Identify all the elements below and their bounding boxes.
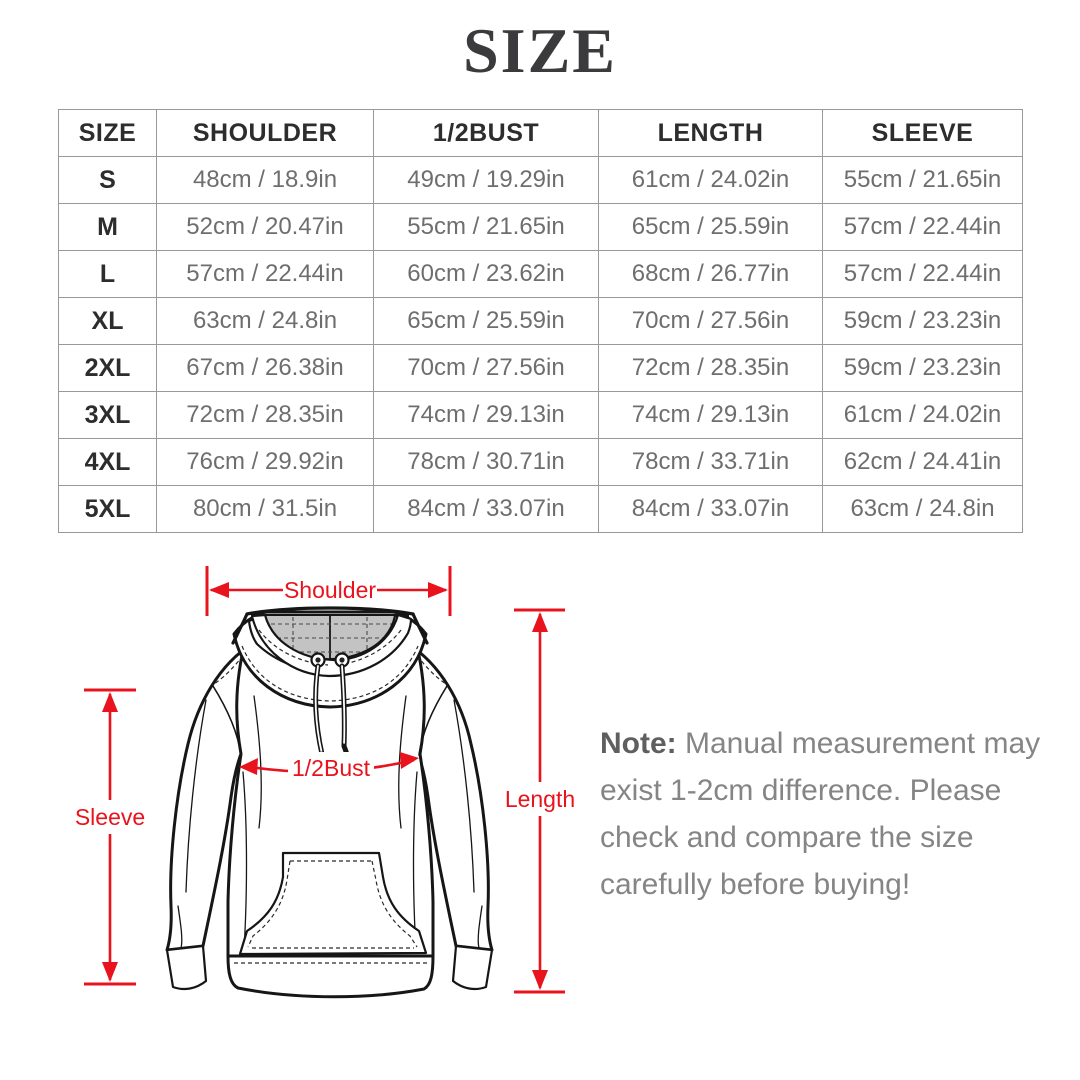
table-row: 2XL 67cm / 26.38in 70cm / 27.56in 72cm /… [58,344,1023,392]
cell-length: 84cm / 33.07in [598,485,823,533]
cell-size: 5XL [58,485,157,533]
table-row: M 52cm / 20.47in 55cm / 21.65in 65cm / 2… [58,203,1023,251]
cell-sleeve: 63cm / 24.8in [822,485,1023,533]
cell-bust: 49cm / 19.29in [373,156,599,204]
table-row: 5XL 80cm / 31.5in 84cm / 33.07in 84cm / … [58,485,1023,533]
cell-shoulder: 63cm / 24.8in [156,297,374,345]
cell-size: 4XL [58,438,157,486]
hoodie-drawing [165,606,494,999]
cell-shoulder: 52cm / 20.47in [156,203,374,251]
cell-bust: 70cm / 27.56in [373,344,599,392]
cell-size: M [58,203,157,251]
table-row: S 48cm / 18.9in 49cm / 19.29in 61cm / 24… [58,156,1023,204]
right-cuff [451,944,494,991]
page-title: SIZE [463,15,617,86]
kangaroo-pocket [238,851,428,956]
cell-sleeve: 55cm / 21.65in [822,156,1023,204]
cell-length: 74cm / 29.13in [598,391,823,439]
header-cell-bust: 1/2BUST [373,109,599,157]
cell-shoulder: 57cm / 22.44in [156,250,374,298]
cell-bust: 60cm / 23.62in [373,250,599,298]
cell-size: S [58,156,157,204]
header-cell-length: LENGTH [598,109,823,157]
table-row: 3XL 72cm / 28.35in 74cm / 29.13in 74cm /… [58,391,1023,439]
left-cuff [165,944,208,991]
cell-shoulder: 67cm / 26.38in [156,344,374,392]
cell-shoulder: 80cm / 31.5in [156,485,374,533]
measurement-note: Note: Manual measurement may exist 1-2cm… [600,720,1052,908]
length-arrow: Length [500,608,580,994]
header-cell-sleeve: SLEEVE [822,109,1023,157]
shoulder-arrow: Shoulder [205,566,452,616]
cell-sleeve: 59cm / 23.23in [822,344,1023,392]
hem-band [226,954,435,999]
cell-sleeve: 57cm / 22.44in [822,203,1023,251]
header-cell-size: SIZE [58,109,157,157]
hoodie-measurement-diagram: Shoulder 1/2Bust Length Sleeve [70,566,580,999]
cell-length: 61cm / 24.02in [598,156,823,204]
length-arrow-label: Length [505,786,575,812]
cell-bust: 84cm / 33.07in [373,485,599,533]
cell-length: 72cm / 28.35in [598,344,823,392]
table-row: L 57cm / 22.44in 60cm / 23.62in 68cm / 2… [58,250,1023,298]
sleeve-arrow: Sleeve [70,688,150,986]
cell-sleeve: 59cm / 23.23in [822,297,1023,345]
cell-sleeve: 61cm / 24.02in [822,391,1023,439]
table-row: XL 63cm / 24.8in 65cm / 25.59in 70cm / 2… [58,297,1023,345]
table-header-row: SIZE SHOULDER 1/2BUST LENGTH SLEEVE [58,109,1023,157]
cell-size: 2XL [58,344,157,392]
cell-size: XL [58,297,157,345]
cell-shoulder: 76cm / 29.92in [156,438,374,486]
cell-length: 68cm / 26.77in [598,250,823,298]
shoulder-arrow-label: Shoulder [284,577,376,603]
sleeve-arrow-label: Sleeve [75,804,145,830]
bust-arrow: 1/2Bust [239,752,419,784]
cell-bust: 74cm / 29.13in [373,391,599,439]
cell-size: L [58,250,157,298]
cell-size: 3XL [58,391,157,439]
cell-length: 70cm / 27.56in [598,297,823,345]
size-table: SIZE SHOULDER 1/2BUST LENGTH SLEEVE S 48… [58,109,1023,533]
table-row: 4XL 76cm / 29.92in 78cm / 30.71in 78cm /… [58,438,1023,486]
hood-top-edge [245,606,415,616]
bust-arrow-label: 1/2Bust [292,755,371,781]
cell-shoulder: 72cm / 28.35in [156,391,374,439]
cell-length: 65cm / 25.59in [598,203,823,251]
cell-bust: 65cm / 25.59in [373,297,599,345]
note-text: Manual measurement may exist 1-2cm diffe… [600,727,1041,901]
cell-length: 78cm / 33.71in [598,438,823,486]
cell-bust: 78cm / 30.71in [373,438,599,486]
cell-shoulder: 48cm / 18.9in [156,156,374,204]
header-cell-shoulder: SHOULDER [156,109,374,157]
cell-sleeve: 62cm / 24.41in [822,438,1023,486]
note-label: Note: [600,727,677,760]
cell-sleeve: 57cm / 22.44in [822,250,1023,298]
cell-bust: 55cm / 21.65in [373,203,599,251]
